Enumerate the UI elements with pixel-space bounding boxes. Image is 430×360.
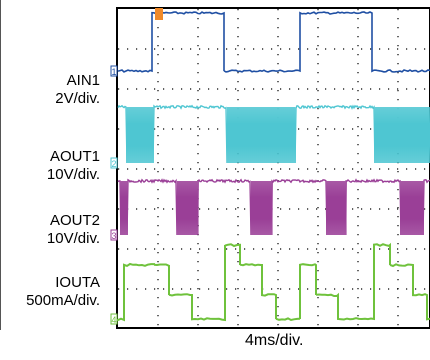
aout1-scale: 10V/div.: [46, 166, 100, 183]
burst-aout1: [374, 107, 430, 163]
channel-3-marker-label: 3: [111, 231, 116, 241]
aout2-label-group: AOUT2 10V/div.: [0, 212, 100, 248]
iouta-name: IOUTA: [55, 274, 100, 291]
wave-ain1: [117, 11, 430, 73]
iouta-scale: 500mA/div.: [26, 292, 100, 309]
oscilloscope-screen: 1 2 3 4: [110, 7, 430, 329]
aout1-name: AOUT1: [49, 148, 100, 165]
burst-aout2: [400, 181, 424, 235]
aout2-name: AOUT2: [49, 212, 100, 229]
aout1-label-group: AOUT1 10V/div.: [0, 148, 100, 184]
channel-markers: 1 2 3 4: [110, 65, 118, 325]
burst-aout2: [251, 181, 273, 235]
iouta-label-group: IOUTA 500mA/div.: [0, 274, 100, 310]
page-border: [0, 0, 1, 330]
wave-iouta: [117, 242, 430, 322]
burst-aout2: [120, 181, 128, 235]
burst-aout2: [326, 181, 347, 235]
channel-4-marker-label: 4: [111, 315, 116, 325]
ain1-label-group: AIN1 2V/div.: [0, 72, 100, 108]
burst-aout1: [126, 107, 154, 163]
channel-1-marker-label: 1: [111, 67, 116, 77]
aout2-scale: 10V/div.: [46, 230, 100, 247]
burst-aout1: [227, 107, 296, 163]
waveforms: [117, 11, 430, 322]
wave-aout1: [117, 104, 430, 164]
ain1-scale: 2V/div.: [55, 90, 100, 107]
channel-1-marker: [110, 65, 118, 77]
channel-3-marker: [110, 229, 118, 241]
ain1-name: AIN1: [66, 72, 100, 89]
time-scale-label: 4ms/div.: [245, 332, 304, 349]
channel-2-marker: [110, 157, 118, 169]
plot-frame: [116, 7, 430, 329]
channel-2-marker-label: 2: [111, 159, 116, 169]
trigger-marker: [155, 8, 163, 20]
channel-4-marker: [110, 313, 118, 325]
burst-aout2: [177, 181, 199, 235]
